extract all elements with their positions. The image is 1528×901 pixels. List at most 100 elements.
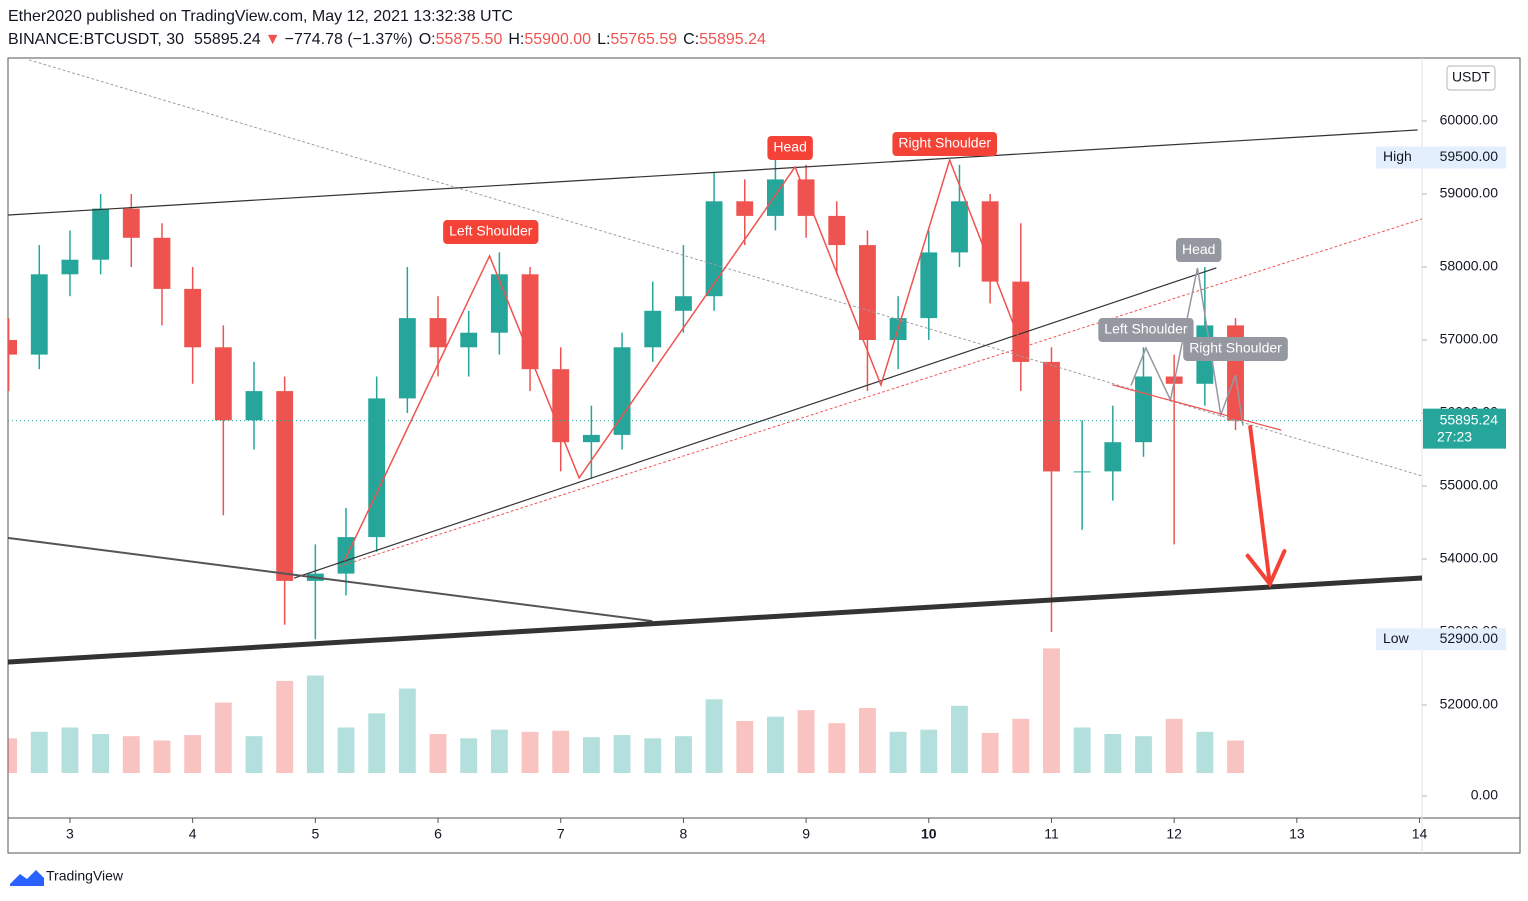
label-text: Head xyxy=(1182,241,1215,257)
pattern-label: Right Shoulder xyxy=(892,131,998,156)
y-tick-label: 60000.00 xyxy=(1440,112,1499,128)
logo-icon xyxy=(10,870,44,886)
volume-bar xyxy=(951,705,968,773)
last: 55895.24 xyxy=(194,31,261,48)
published-line: Ether2020 published on TradingView.com, … xyxy=(8,8,513,25)
pane: Left Shoulder Head Right Shoulder Head Left … xyxy=(8,59,1422,773)
trend-line xyxy=(293,267,1217,579)
volume-bar xyxy=(797,710,815,773)
volume-bar xyxy=(122,736,140,773)
volume-bar xyxy=(8,738,18,773)
volume-bar xyxy=(1165,718,1183,773)
label-text: Right Shoulder xyxy=(898,135,991,151)
x-tick-label: 9 xyxy=(802,826,810,842)
y-tick-label: 52000.00 xyxy=(1440,696,1499,712)
volume-bar xyxy=(490,729,508,773)
last-price-badge xyxy=(1423,408,1506,449)
y-tick-label: 59000.00 xyxy=(1440,185,1499,201)
label-text: Left Shoulder xyxy=(449,223,533,239)
volume-bar xyxy=(613,735,631,773)
volume-bar xyxy=(398,688,416,773)
candle-body xyxy=(1043,361,1060,472)
y-tick-label: 55000.00 xyxy=(1440,477,1499,493)
volume-bar xyxy=(1227,740,1244,773)
candle-body xyxy=(1104,442,1122,472)
pattern-label: Right Shoulder xyxy=(1183,336,1288,361)
low: 55765.59 xyxy=(610,31,677,48)
volume-bar xyxy=(276,680,294,773)
candle-body xyxy=(245,391,263,421)
y-tick-label: 58000.00 xyxy=(1440,258,1499,274)
label-box xyxy=(767,136,813,161)
volume-bar xyxy=(92,734,110,773)
open: 55875.50 xyxy=(436,31,503,48)
x-tick-label: 5 xyxy=(311,826,319,842)
label-box xyxy=(1183,336,1288,361)
down-icon: ▼ xyxy=(265,31,281,48)
x-tick-label: 12 xyxy=(1166,826,1182,842)
candle-body xyxy=(828,215,846,246)
volume-bar xyxy=(214,702,232,773)
close-key: C: xyxy=(683,31,699,48)
candle-body xyxy=(981,201,999,282)
currency: USDT xyxy=(1452,69,1491,85)
y-tick-label: 54000.00 xyxy=(1440,550,1499,566)
trend-line xyxy=(339,218,1422,567)
x-tick-label: 3 xyxy=(66,826,74,842)
low-key: L: xyxy=(597,31,610,48)
candle-body xyxy=(736,201,754,216)
volume-bar xyxy=(644,738,662,773)
candle-body xyxy=(1012,281,1030,362)
volume-bar xyxy=(368,713,386,773)
candle-body xyxy=(582,434,600,443)
symbol: BINANCE:BTCUSDT, 30 xyxy=(8,31,184,48)
label-text: Left Shoulder xyxy=(1104,321,1188,337)
candle-body xyxy=(184,288,202,348)
label-box xyxy=(1175,238,1222,263)
volume-bar xyxy=(184,735,202,773)
label-box xyxy=(443,220,539,245)
x-tick-label: 8 xyxy=(680,826,688,842)
candle-body xyxy=(276,391,294,581)
volume-bar xyxy=(153,740,171,773)
volume-bar xyxy=(1104,734,1122,773)
trend-line xyxy=(1112,384,1282,431)
volume-bar xyxy=(337,727,355,773)
trend-line xyxy=(344,157,1021,561)
extreme-name: Low xyxy=(1383,630,1410,646)
volume-bar xyxy=(1012,718,1030,773)
extreme-name: High xyxy=(1383,148,1412,164)
candle-body xyxy=(214,347,232,421)
candle-body xyxy=(552,369,570,443)
volume-bar xyxy=(889,731,907,773)
volume-bar xyxy=(429,734,447,773)
extreme-value: 52900.00 xyxy=(1440,630,1499,646)
arrow-head xyxy=(1245,549,1287,588)
extreme-badge xyxy=(1376,628,1506,651)
volume-tick-label: 0.00 xyxy=(1471,787,1498,803)
candle-body xyxy=(460,332,478,348)
x-tick-label: 14 xyxy=(1412,826,1428,842)
pattern-label: Left Shoulder xyxy=(443,220,539,245)
volume-bar xyxy=(981,732,999,773)
pattern-label: Head xyxy=(767,136,813,161)
candle-body xyxy=(429,318,447,348)
volume-bar xyxy=(460,738,478,773)
volume-bar xyxy=(828,723,846,773)
candle-body xyxy=(368,398,386,538)
candle-body xyxy=(705,201,723,297)
candle-body xyxy=(613,347,631,435)
candle-body xyxy=(8,339,18,355)
trend-line xyxy=(8,536,653,622)
volume-bar xyxy=(1196,731,1214,773)
high-key: H: xyxy=(508,31,524,48)
label-text: Right Shoulder xyxy=(1189,340,1282,356)
trend-line xyxy=(8,129,1418,216)
volume-bar xyxy=(1043,648,1060,773)
close: 55895.24 xyxy=(699,31,766,48)
candle-body xyxy=(92,208,110,260)
volume-bar xyxy=(245,736,263,773)
candle-body xyxy=(644,310,662,348)
candle-body xyxy=(490,274,508,333)
